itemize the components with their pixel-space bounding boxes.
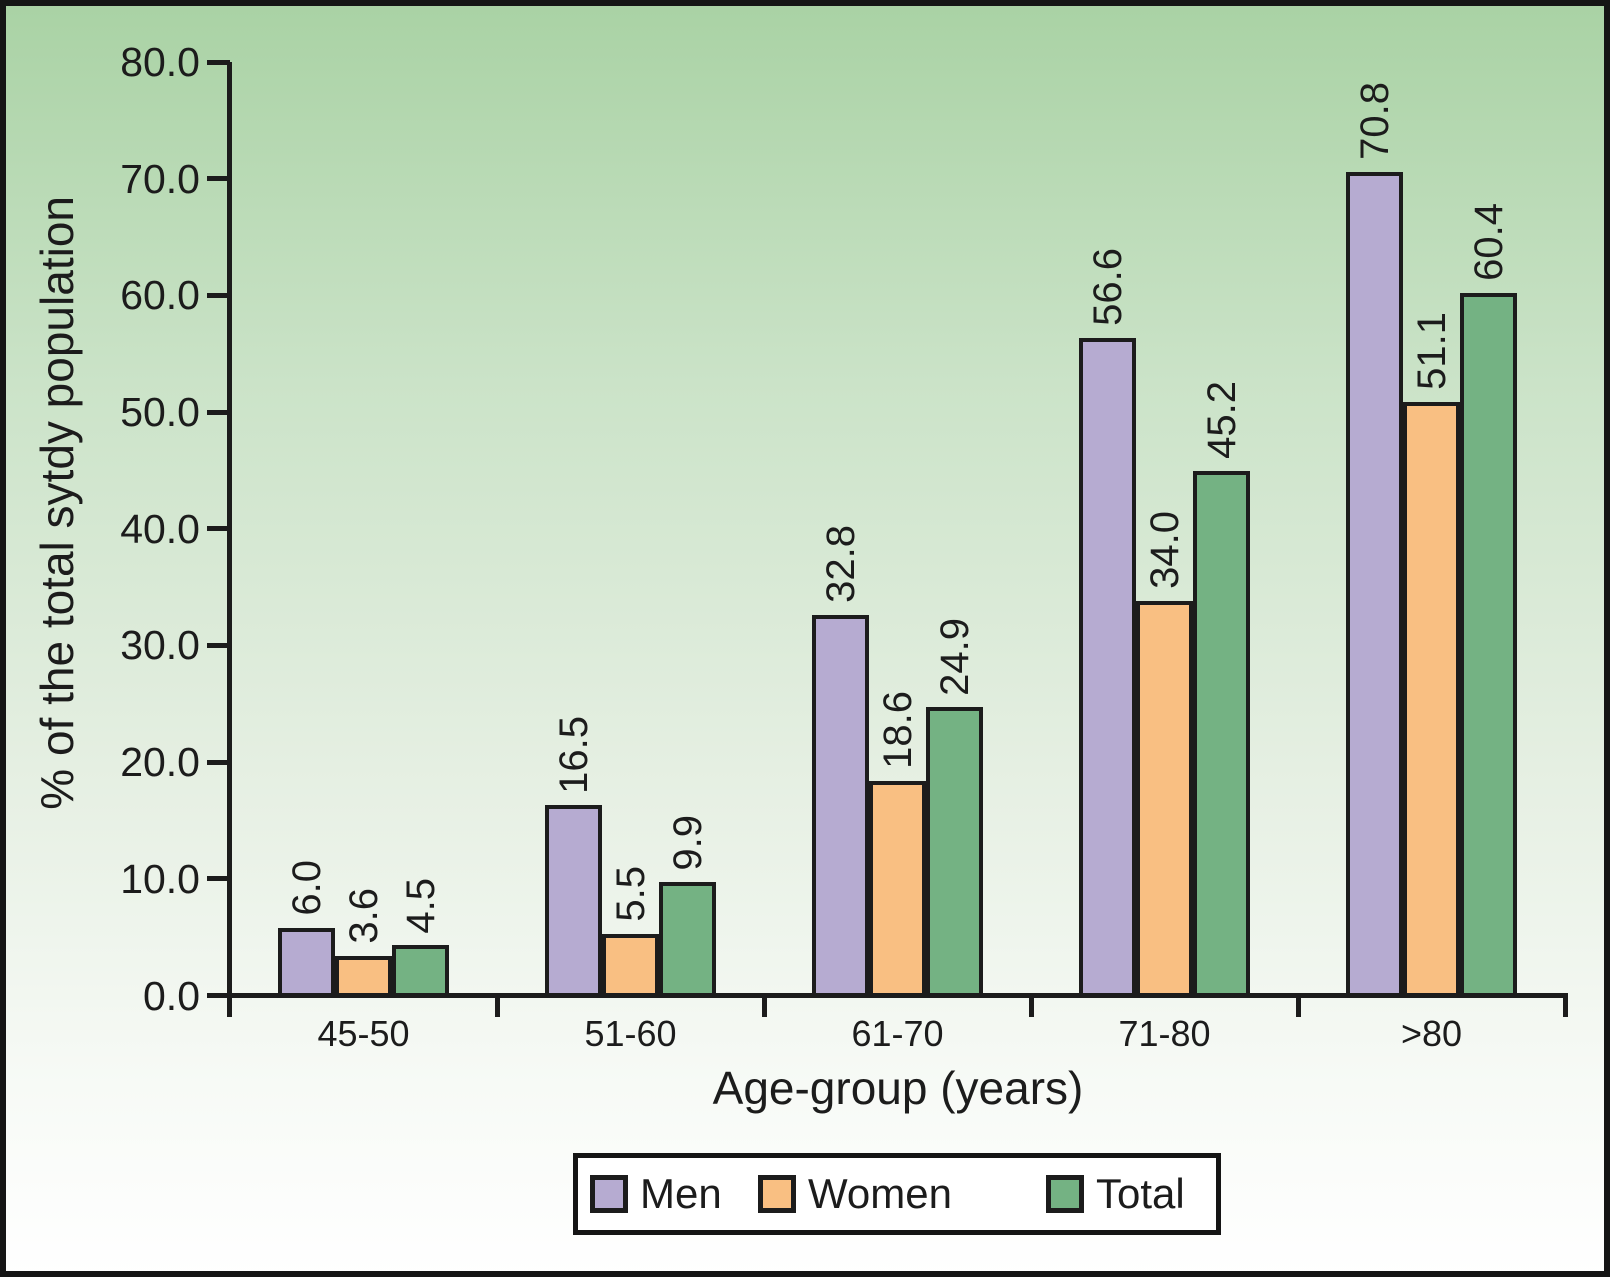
bar-women-61-70 — [869, 780, 926, 998]
bar-men-61-70 — [812, 615, 869, 998]
y-tick — [207, 642, 230, 648]
y-tick-label: 0.0 — [143, 972, 200, 1019]
value-label-men-71-80: 56.6 — [1085, 247, 1130, 326]
value-label-women-61-70: 18.6 — [875, 691, 920, 769]
value-label-men-61-70: 32.8 — [818, 525, 863, 604]
value-label-women-51-60: 5.5 — [608, 866, 653, 922]
bar-men->80 — [1346, 171, 1403, 998]
x-category-label->80: >80 — [1400, 1013, 1463, 1054]
bar-total-61-70 — [926, 707, 983, 998]
value-label-men-51-60: 16.5 — [551, 715, 596, 794]
bar-men-51-60 — [545, 805, 602, 998]
x-tick — [761, 995, 767, 1017]
bar-women-71-80 — [1136, 601, 1193, 998]
bar-men-45-50 — [278, 927, 335, 998]
legend-label-total: Total — [1096, 1170, 1185, 1217]
y-tick-label: 10.0 — [120, 855, 200, 902]
y-tick — [207, 876, 230, 882]
x-axis-line — [227, 993, 1568, 998]
value-label-women->80: 51.1 — [1409, 311, 1454, 390]
value-label-total-45-50: 4.5 — [398, 877, 443, 934]
y-axis-line — [227, 62, 232, 1017]
y-axis-title: % of the total sytdy population — [31, 196, 83, 810]
legend-label-men: Men — [640, 1170, 722, 1217]
y-tick-label: 40.0 — [120, 505, 200, 552]
legend-item-men: Men — [590, 1158, 722, 1230]
legend-swatch-total — [1046, 1175, 1084, 1213]
legend-box: Men Women Total — [573, 1153, 1221, 1235]
value-label-men-45-50: 6.0 — [284, 860, 329, 916]
y-tick-label: 20.0 — [120, 739, 200, 786]
y-tick-label: 70.0 — [120, 155, 200, 202]
legend-swatch-men — [590, 1175, 628, 1213]
y-tick — [207, 59, 230, 65]
y-tick — [207, 176, 230, 182]
y-tick — [207, 526, 230, 532]
x-category-label-71-80: 71-80 — [1118, 1013, 1211, 1054]
x-category-label-45-50: 45-50 — [317, 1013, 410, 1054]
y-tick-label: 60.0 — [120, 272, 200, 319]
x-tick — [494, 995, 500, 1017]
value-label-total-71-80: 45.2 — [1199, 380, 1244, 459]
y-tick-label: 80.0 — [120, 39, 200, 85]
legend-item-total: Total — [1046, 1158, 1185, 1230]
x-tick — [1295, 995, 1301, 1017]
y-tick — [207, 759, 230, 765]
y-tick — [207, 409, 230, 415]
value-label-women-71-80: 34.0 — [1142, 511, 1187, 590]
x-tick — [1028, 995, 1034, 1017]
bar-women-45-50 — [335, 955, 392, 998]
bar-total-71-80 — [1193, 470, 1250, 998]
value-label-men->80: 70.8 — [1352, 82, 1397, 160]
y-tick-label: 50.0 — [120, 389, 200, 436]
x-category-label-51-60: 51-60 — [584, 1013, 677, 1054]
bar-men-71-80 — [1079, 337, 1136, 998]
y-tick — [207, 292, 230, 298]
bar-total-45-50 — [392, 945, 449, 998]
x-axis-title: Age-group (years) — [712, 1062, 1084, 1114]
x-category-label-61-70: 61-70 — [851, 1013, 944, 1054]
value-label-women-45-50: 3.6 — [341, 888, 386, 944]
x-tick — [1562, 995, 1568, 1017]
value-label-total-51-60: 9.9 — [665, 814, 710, 871]
bar-total-51-60 — [659, 882, 716, 998]
legend-swatch-women — [758, 1175, 796, 1213]
y-tick-label: 30.0 — [120, 622, 200, 669]
bar-women-51-60 — [602, 933, 659, 998]
value-label-total-61-70: 24.9 — [932, 617, 977, 696]
legend-label-women: Women — [808, 1170, 952, 1217]
legend-item-women: Women — [758, 1158, 952, 1230]
bar-total->80 — [1460, 293, 1517, 998]
bar-women->80 — [1403, 401, 1460, 998]
value-label-total->80: 60.4 — [1466, 203, 1511, 282]
y-tick — [207, 993, 230, 998]
